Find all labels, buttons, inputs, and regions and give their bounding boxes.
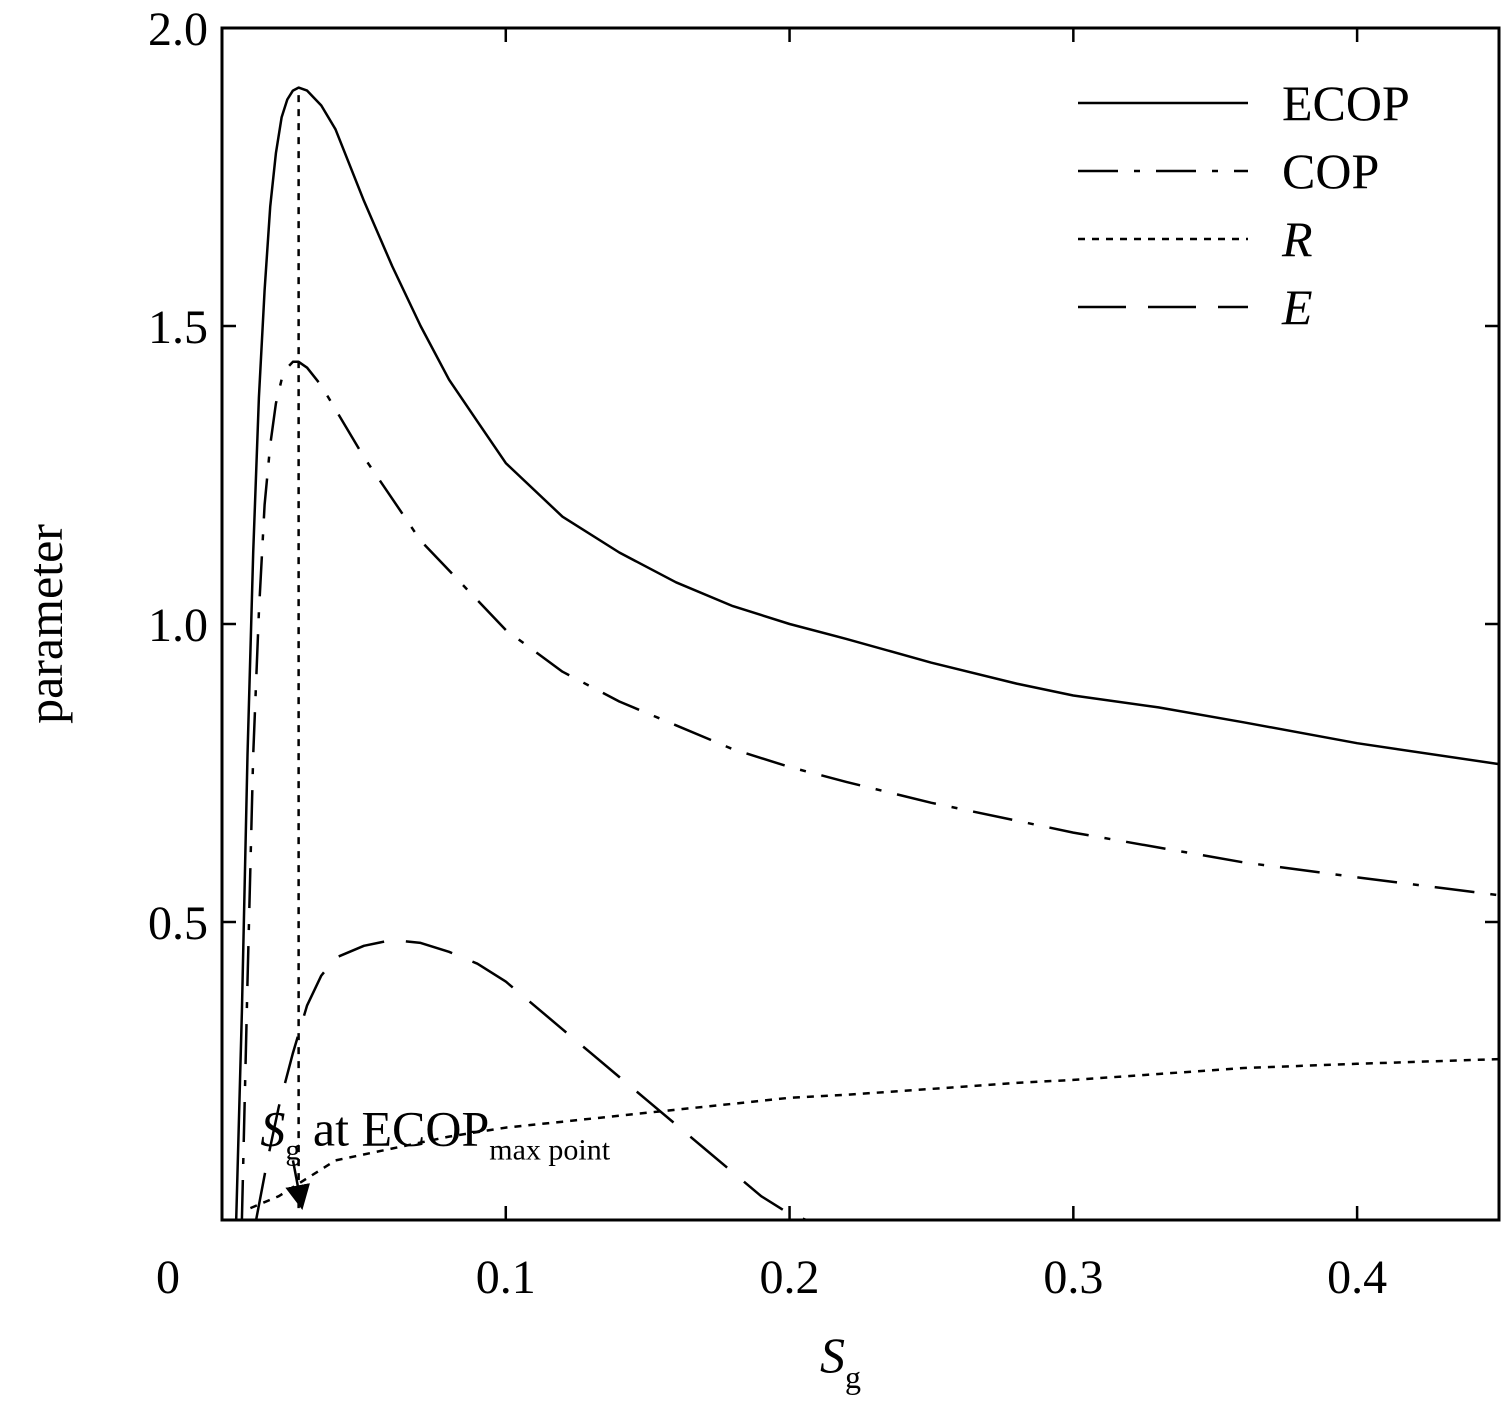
x-tick-label: 0 [156, 1251, 180, 1304]
y-tick-label: 0.5 [148, 897, 208, 950]
x-axis-title-main: S [820, 1327, 845, 1383]
x-axis-title-sub: g [845, 1359, 861, 1395]
legend-label-cop: COP [1282, 143, 1379, 199]
x-tick-label: 0.1 [476, 1251, 536, 1304]
series-line-cop [240, 360, 1500, 1221]
x-tick-label: 0.4 [1327, 1251, 1387, 1304]
y-axis-title: parameter [17, 524, 73, 724]
y-tick-label: 2.0 [148, 3, 208, 56]
series-line-r [249, 1057, 1500, 1210]
x-tick-label: 0.3 [1043, 1251, 1103, 1304]
annotation-arrow [285, 1160, 310, 1211]
plot-frame [220, 26, 1501, 1222]
annotation-sub1: g [285, 1134, 300, 1167]
series-lines [234, 86, 1500, 1222]
annotation-main: S [260, 1101, 285, 1157]
series-line-ecop [234, 86, 1500, 1221]
x-tick-label: 0.2 [760, 1251, 820, 1304]
x-axis-title: Sg [820, 1327, 861, 1395]
x-axis-ticks: 0 0.1 0.2 0.3 0.4 [156, 28, 1387, 1304]
series-line-e [254, 938, 808, 1222]
legend-label-e: E [1281, 279, 1313, 335]
annotation-rest: at ECOP [300, 1101, 489, 1157]
annotation-sub2: max point [489, 1134, 610, 1167]
y-tick-label: 1.5 [148, 301, 208, 354]
legend-label-r: R [1281, 211, 1313, 267]
y-tick-label: 1.0 [148, 599, 208, 652]
legend-label-ecop: ECOP [1282, 75, 1410, 131]
annotation-label: Sg at ECOPmax point [260, 1101, 610, 1167]
legend: ECOP COP RE [1078, 75, 1410, 335]
y-axis-ticks: 0.5 1.0 1.5 2.0 [148, 3, 1499, 950]
